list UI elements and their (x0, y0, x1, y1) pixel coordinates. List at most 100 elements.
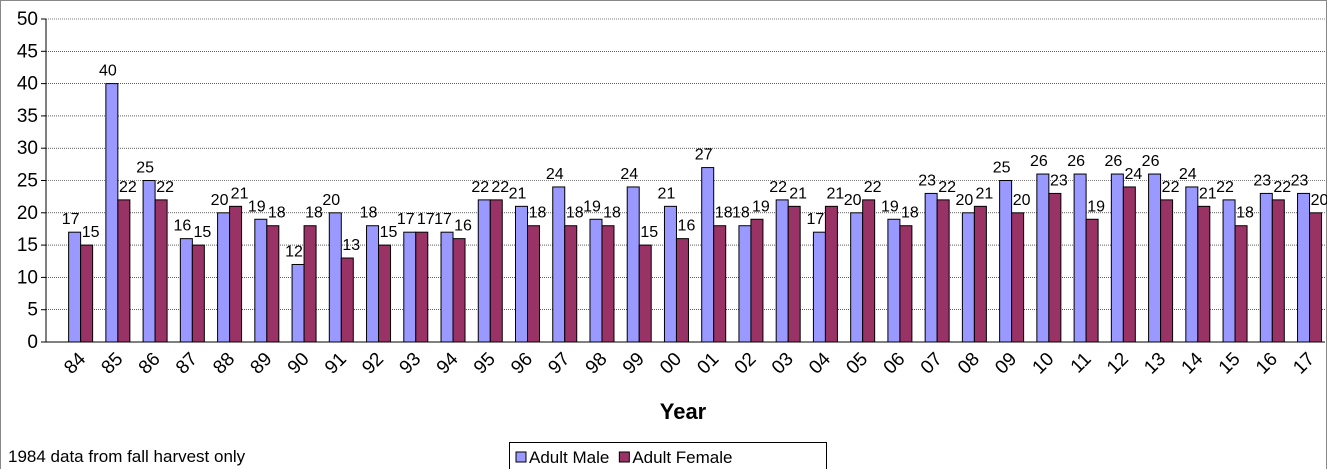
data-label: 18 (603, 205, 621, 222)
bar (1011, 212, 1025, 343)
y-tick-label: 5 (27, 300, 38, 321)
bar (1160, 199, 1174, 343)
legend-swatch (618, 451, 630, 463)
bar (850, 212, 864, 343)
data-label: 22 (119, 179, 137, 196)
bar (179, 238, 193, 343)
data-label: 27 (695, 147, 713, 164)
data-label: 21 (827, 185, 845, 202)
bar (1222, 199, 1236, 343)
data-label: 15 (380, 224, 398, 241)
data-label: 18 (732, 205, 750, 222)
bar (738, 225, 752, 343)
bar (675, 238, 689, 343)
bar (564, 225, 578, 343)
data-label: 16 (173, 218, 191, 235)
bar (899, 225, 913, 343)
data-label: 23 (1253, 172, 1271, 189)
bar (489, 199, 503, 343)
data-label: 22 (1216, 179, 1234, 196)
data-label: 22 (864, 179, 882, 196)
data-label: 21 (231, 185, 249, 202)
data-label: 18 (529, 205, 547, 222)
y-tick-label: 0 (27, 332, 38, 353)
bar (1259, 192, 1273, 343)
bar (750, 218, 764, 343)
bar (440, 231, 454, 343)
bar (701, 167, 715, 343)
bar (515, 205, 528, 343)
bar (266, 225, 280, 343)
data-label: 18 (715, 205, 733, 222)
y-tick-label: 25 (17, 171, 38, 192)
data-label: 25 (993, 160, 1011, 177)
bar (1073, 173, 1087, 343)
data-label: 26 (1030, 153, 1048, 170)
bar (154, 199, 168, 343)
bar (142, 180, 156, 343)
data-label: 17 (807, 211, 825, 228)
bar (68, 231, 82, 343)
legend-label: Adult Male (529, 448, 609, 467)
bar (191, 244, 205, 343)
bar (105, 83, 119, 343)
bar (601, 225, 615, 343)
bar (713, 225, 727, 343)
bar (229, 205, 243, 343)
bar (663, 205, 677, 343)
bar (924, 192, 938, 343)
data-label: 17 (417, 211, 435, 228)
bar (403, 231, 417, 343)
data-label: 19 (248, 198, 266, 215)
data-label: 22 (938, 179, 956, 196)
y-tick-label: 30 (17, 138, 38, 159)
x-axis-label: Year (660, 399, 707, 424)
bar (1197, 205, 1211, 343)
data-label: 20 (955, 192, 973, 209)
data-label: 18 (901, 205, 919, 222)
bar (477, 199, 491, 343)
bar (1122, 186, 1136, 343)
data-label: 21 (658, 185, 676, 202)
bar (961, 212, 975, 343)
data-label: 21 (509, 185, 527, 202)
data-label: 18 (1236, 205, 1254, 222)
data-label: 18 (268, 205, 286, 222)
bar (254, 218, 268, 343)
bar (1048, 192, 1062, 343)
data-label: 15 (82, 224, 100, 241)
bar (1085, 218, 1099, 343)
bar (1185, 186, 1199, 343)
data-label: 22 (1162, 179, 1180, 196)
data-label: 23 (1291, 172, 1309, 189)
data-label: 19 (752, 198, 770, 215)
data-label: 26 (1104, 153, 1122, 170)
data-label: 22 (769, 179, 787, 196)
bar (378, 244, 392, 343)
data-label: 17 (434, 211, 452, 228)
note: 1984 data from fall harvest only (8, 447, 246, 466)
bar (217, 212, 231, 343)
y-tick-label: 20 (17, 203, 38, 224)
data-label: 20 (211, 192, 229, 209)
bar (589, 218, 603, 343)
data-label: 26 (1067, 153, 1085, 170)
data-label: 20 (844, 192, 862, 209)
y-tick-label: 10 (17, 267, 38, 288)
data-label: 23 (1050, 172, 1068, 189)
data-label: 18 (305, 205, 323, 222)
data-label: 22 (1273, 179, 1291, 196)
data-label: 23 (918, 172, 936, 189)
bar (415, 231, 429, 343)
bar (999, 180, 1013, 343)
data-label: 24 (1179, 166, 1197, 183)
bar (303, 225, 317, 343)
legend-swatch (515, 451, 527, 463)
bar (1110, 173, 1124, 343)
bar (1271, 199, 1285, 343)
bar (1297, 192, 1311, 343)
bar (1234, 225, 1248, 343)
bar (1036, 173, 1050, 343)
bar (117, 199, 131, 343)
